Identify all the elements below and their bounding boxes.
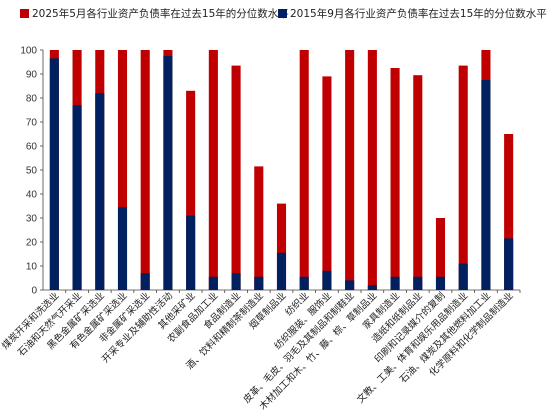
y-tick-label: 70 xyxy=(26,118,38,129)
bar-2015 xyxy=(72,105,82,290)
bar-2025 xyxy=(458,65,468,290)
bar-2015 xyxy=(435,276,446,290)
bar-2015 xyxy=(390,276,400,290)
bar-2025 xyxy=(367,50,377,290)
bar-2015 xyxy=(95,93,105,290)
legend-swatch-2015 xyxy=(278,9,287,18)
y-tick-label: 0 xyxy=(31,286,37,297)
bar-2025 xyxy=(435,218,446,290)
legend-swatch-2025 xyxy=(20,9,29,18)
bar-2015 xyxy=(322,270,332,290)
bar-2015 xyxy=(367,285,377,290)
bar-2015 xyxy=(208,276,218,290)
y-tick-label: 50 xyxy=(26,166,38,177)
bar-2015 xyxy=(231,273,241,290)
y-tick-label: 90 xyxy=(26,70,38,81)
y-tick-label: 80 xyxy=(26,94,38,105)
bar-2025 xyxy=(231,65,241,290)
bar-2015 xyxy=(299,276,309,290)
bar-2015 xyxy=(254,276,264,290)
legend-label-2015: 2015年9月各行业资产负债率在过去15年的分位数水平 xyxy=(290,8,547,20)
bar-2015 xyxy=(117,207,128,290)
y-tick-label: 10 xyxy=(26,262,38,273)
y-tick-label: 60 xyxy=(26,142,38,153)
bar-2025 xyxy=(117,50,128,290)
y-tick-label: 100 xyxy=(20,46,37,57)
legend-item-2025: 2025年5月各行业资产负债率在过去15年的分位数水平 xyxy=(20,6,289,21)
chart-legend: 2025年5月各行业资产负债率在过去15年的分位数水平 2015年9月各行业资产… xyxy=(0,6,550,24)
bar-2025 xyxy=(322,76,332,291)
bar-2015 xyxy=(186,215,196,290)
bar-2015 xyxy=(140,273,150,290)
bar-2015 xyxy=(504,238,514,290)
bar-2015 xyxy=(49,58,59,291)
bar-2025 xyxy=(254,166,264,290)
bar-2025 xyxy=(345,50,355,290)
bar-2025 xyxy=(413,75,423,290)
y-tick-label: 40 xyxy=(26,190,38,201)
bar-2025 xyxy=(140,50,150,290)
bar-2025 xyxy=(390,68,400,290)
legend-label-2025: 2025年5月各行业资产负债率在过去15年的分位数水平 xyxy=(32,8,289,20)
bar-2025 xyxy=(276,203,287,290)
legend-item-2015: 2015年9月各行业资产负债率在过去15年的分位数水平 xyxy=(278,6,547,21)
y-tick-label: 20 xyxy=(26,238,38,249)
bar-2025 xyxy=(208,50,218,290)
y-tick-label: 30 xyxy=(26,214,38,225)
bar-2015 xyxy=(458,263,468,290)
bar-2025 xyxy=(299,50,309,290)
bar-2015 xyxy=(413,276,423,290)
bar-2025 xyxy=(186,90,196,290)
bar-2015 xyxy=(276,252,287,290)
bar-2025 xyxy=(504,134,514,290)
bar-2015 xyxy=(163,56,173,290)
bar-2015 xyxy=(345,280,355,290)
bar-2015 xyxy=(481,80,491,290)
